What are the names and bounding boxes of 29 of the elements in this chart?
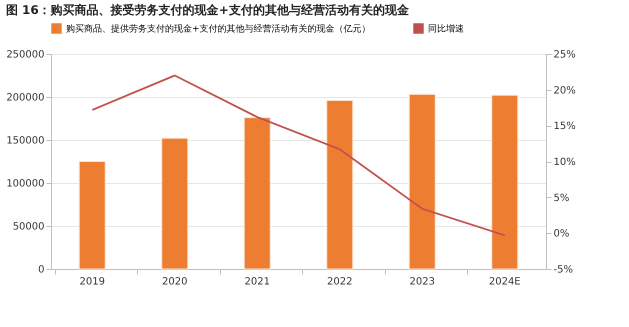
- bar: [161, 138, 188, 270]
- y2-tick-label: 25%: [554, 50, 576, 60]
- bar: [408, 94, 436, 270]
- y-tick-label: 250000: [6, 50, 44, 60]
- y2-tick-label: 5%: [554, 192, 570, 204]
- y-tick-label: 50000: [12, 222, 44, 232]
- y-tick-label: 150000: [6, 136, 44, 146]
- y-tick-label: 100000: [6, 178, 44, 190]
- x-tick-label: 2024E: [488, 276, 521, 288]
- x-tick-label: 2021: [244, 276, 270, 288]
- y2-tick-label: 15%: [554, 121, 576, 132]
- y2-tick-label: 0%: [554, 228, 570, 240]
- x-tick-label: 2023: [410, 276, 435, 288]
- legend-label: 购买商品、提供劳务支付的现金+支付的其他与经营活动有关的现金（亿元）: [66, 24, 371, 35]
- legend-label: 同比增速: [428, 24, 464, 35]
- y2-tick-label: 20%: [554, 85, 576, 96]
- x-tick-label: 2020: [162, 276, 188, 288]
- bar: [491, 94, 518, 270]
- bar: [78, 161, 106, 270]
- bar: [244, 117, 271, 270]
- chart-title: 图 16：购买商品、接受劳务支付的现金+支付的其他与经营活动有关的现金: [6, 3, 410, 17]
- y-tick-label: 200000: [6, 92, 44, 104]
- x-tick-label: 2022: [327, 276, 352, 288]
- line-series: [91, 74, 506, 236]
- x-tick-label: 2019: [80, 276, 105, 288]
- y2-tick-label: -5%: [554, 264, 573, 276]
- y2-tick-label: 10%: [554, 157, 576, 168]
- y-tick-label: 0: [38, 264, 44, 276]
- bar: [326, 100, 354, 270]
